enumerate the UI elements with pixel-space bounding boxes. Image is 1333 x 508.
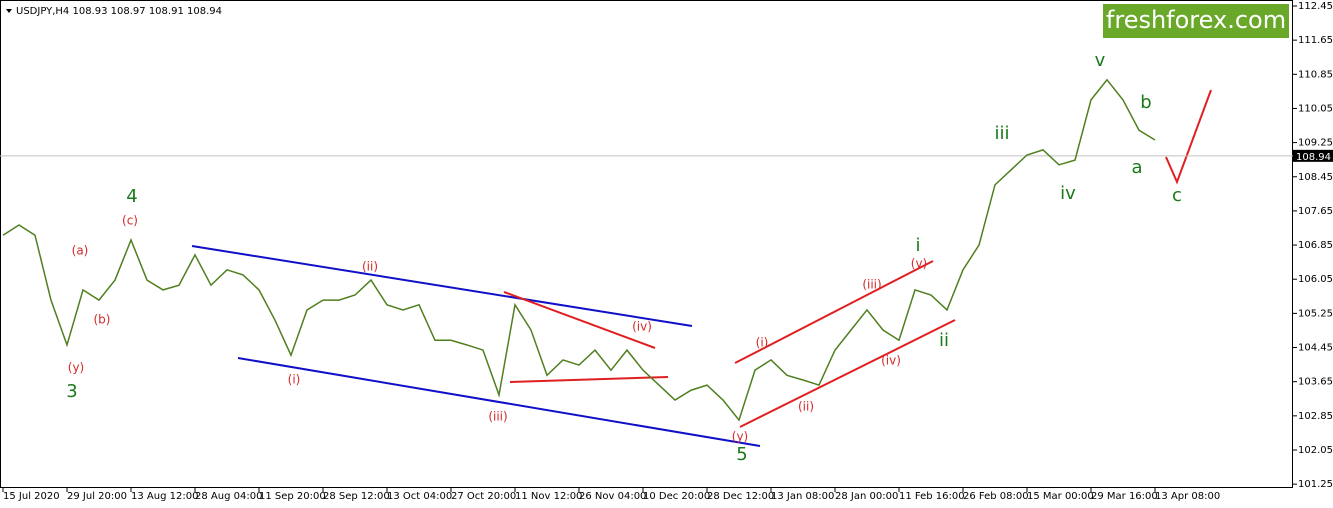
x-tick-label: 26 Nov 04:00 <box>579 491 646 502</box>
wave-label: (ii) <box>362 260 378 274</box>
watermark-box <box>1103 4 1289 38</box>
wave-label: (iv) <box>632 320 652 334</box>
wave-label: 3 <box>66 381 77 402</box>
wave-label: (iii) <box>488 410 507 424</box>
plot-frame <box>0 0 1293 488</box>
wave-label: (i) <box>288 373 301 387</box>
current-price-box <box>1293 149 1333 162</box>
x-tick-label: 13 Oct 04:00 <box>387 491 452 502</box>
wave-label: c <box>1172 185 1182 206</box>
projection <box>1165 89 1212 185</box>
symbol-header: USDJPY,H4 108.93 108.97 108.91 108.94 <box>16 6 222 17</box>
x-tick-label: 11 Sep 20:00 <box>259 491 326 502</box>
y-tick-label: 101.25 <box>1298 479 1333 490</box>
x-tick-label: 28 Sep 12:00 <box>323 491 390 502</box>
wave-label: (a) <box>72 244 89 258</box>
x-tick-label: 11 Nov 12:00 <box>515 491 582 502</box>
wave-label: iii <box>994 123 1009 144</box>
y-tick-label: 109.25 <box>1298 138 1333 149</box>
channel-line <box>191 245 693 327</box>
header-arrow <box>6 9 12 13</box>
triangle-line <box>503 291 656 349</box>
wave-label: v <box>1095 50 1106 71</box>
channel-line <box>734 260 934 364</box>
y-tick-label: 107.65 <box>1298 206 1333 217</box>
x-tick-label: 13 Jan 08:00 <box>771 491 834 502</box>
wave-label: 4 <box>126 186 137 207</box>
wave-label: (c) <box>122 214 138 228</box>
x-tick-label: 29 Jul 20:00 <box>67 491 127 502</box>
y-tick-label: 108.45 <box>1298 172 1333 183</box>
x-tick-label: 29 Mar 16:00 <box>1091 491 1158 502</box>
wave-label: iv <box>1060 183 1076 204</box>
wave-label: b <box>1140 92 1151 113</box>
y-tick-label: 112.45 <box>1298 1 1333 12</box>
wave-label: 5 <box>736 444 747 465</box>
channel-line <box>739 319 956 428</box>
wave-label: (iii) <box>862 278 881 292</box>
y-tick-label: 111.65 <box>1298 35 1333 46</box>
channel-line <box>237 357 761 447</box>
watermark: freshforex.com <box>1106 6 1286 34</box>
triangle-line <box>509 376 669 383</box>
y-tick-label: 103.65 <box>1298 377 1333 388</box>
wave-label: i <box>915 235 920 256</box>
wave-label: (y) <box>732 430 748 444</box>
y-tick-label: 106.05 <box>1298 274 1333 285</box>
y-tick-label: 110.05 <box>1298 103 1333 114</box>
y-tick-label: 110.85 <box>1298 69 1333 80</box>
y-tick-label: 104.45 <box>1298 343 1333 354</box>
wave-label: ii <box>939 330 949 351</box>
x-tick-label: 28 Jan 00:00 <box>835 491 898 502</box>
y-tick-label: 105.25 <box>1298 308 1333 319</box>
wave-label: (v) <box>911 257 927 271</box>
y-tick-label: 106.85 <box>1298 240 1333 251</box>
x-tick-label: 13 Apr 08:00 <box>1155 491 1220 502</box>
x-tick-label: 28 Aug 04:00 <box>195 491 262 502</box>
y-tick-label: 102.05 <box>1298 445 1333 456</box>
y-tick-label: 102.85 <box>1298 411 1333 422</box>
x-tick-label: 15 Mar 00:00 <box>1027 491 1094 502</box>
x-tick-label: 11 Feb 16:00 <box>899 491 965 502</box>
wave-label: (ii) <box>798 400 814 414</box>
x-tick-label: 10 Dec 20:00 <box>643 491 710 502</box>
x-tick-label: 13 Aug 12:00 <box>131 491 198 502</box>
wave-label: (iv) <box>881 354 901 368</box>
wave-label: (i) <box>756 336 769 350</box>
x-tick-label: 26 Feb 08:00 <box>963 491 1029 502</box>
price-line <box>2 78 1156 422</box>
x-tick-label: 27 Oct 20:00 <box>451 491 516 502</box>
wave-label: (b) <box>94 313 111 327</box>
trend-lines <box>191 89 1212 447</box>
wave-label: (y) <box>68 361 84 375</box>
wave-label: a <box>1131 157 1142 178</box>
current-price-label: 108.94 <box>1296 152 1331 163</box>
x-tick-label: 15 Jul 2020 <box>3 491 60 502</box>
x-tick-label: 28 Dec 12:00 <box>707 491 774 502</box>
